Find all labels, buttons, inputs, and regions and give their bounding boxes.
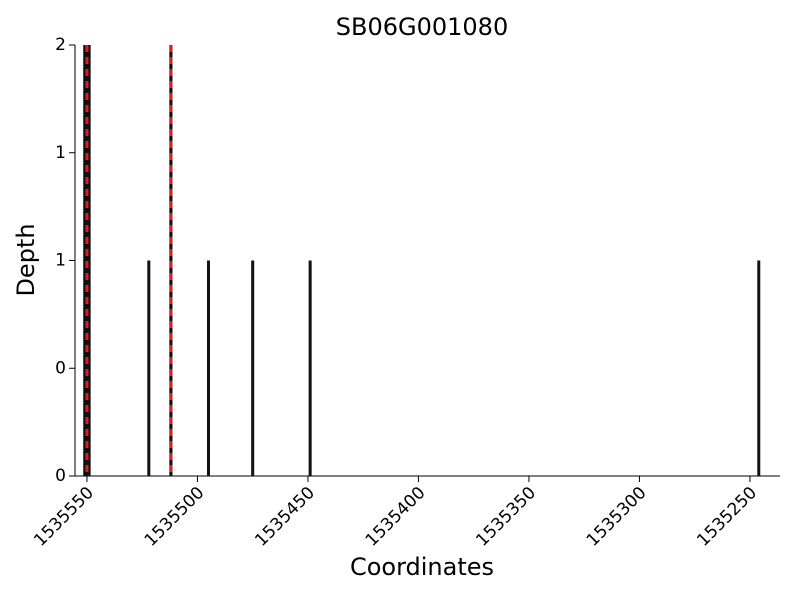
bar	[206, 260, 210, 476]
y-tick-label: 0	[55, 466, 66, 486]
bar	[757, 260, 761, 476]
x-tick-label: 1535400	[362, 483, 430, 551]
x-tick-label: 1535300	[583, 483, 651, 551]
bar	[83, 45, 87, 476]
x-tick-label: 1535350	[472, 483, 540, 551]
y-axis-label: Depth	[12, 223, 40, 296]
bar	[308, 260, 312, 476]
x-axis-label: Coordinates	[350, 553, 494, 581]
y-tick-label: 1	[55, 143, 66, 163]
bar	[251, 260, 255, 476]
x-tick-label: 1535500	[141, 483, 209, 551]
x-tick-label: 1535550	[30, 483, 98, 551]
y-tick-label: 2	[55, 35, 66, 55]
x-tick-label: 1535250	[693, 483, 761, 551]
chart-title: SB06G001080	[336, 13, 508, 41]
y-tick-label: 1	[55, 251, 66, 271]
y-tick-label: 0	[55, 358, 66, 378]
bar	[87, 45, 91, 476]
x-tick-label: 1535450	[251, 483, 319, 551]
bar	[147, 260, 151, 476]
